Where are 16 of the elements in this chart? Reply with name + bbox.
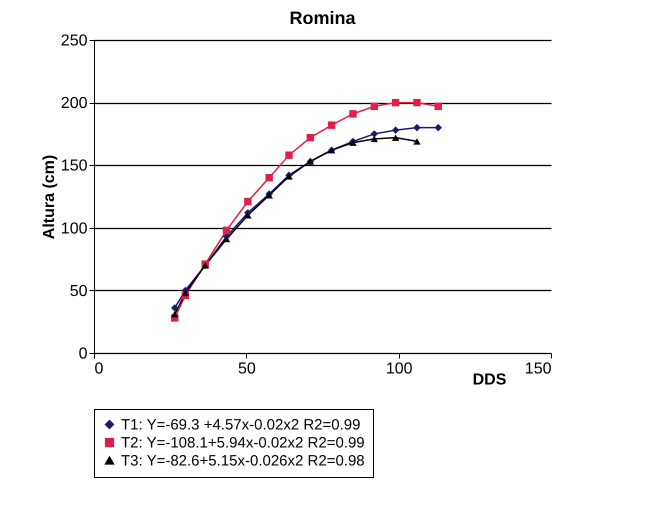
legend-label: T1: Y=-69.3 +4.57x-0.02x2 R2=0.99 xyxy=(121,416,360,434)
y-tick-label: 200 xyxy=(60,95,88,112)
y-tick-label: 50 xyxy=(70,282,88,300)
x-tick-label: 150 xyxy=(524,360,552,378)
y-tick-label: 100 xyxy=(60,220,88,238)
y-tick-label: 0 xyxy=(78,346,88,362)
x-tick-label: 100 xyxy=(386,360,413,378)
x-tick-label: 0 xyxy=(94,360,104,378)
legend-label: T2: Y=-108.1+5.94x-0.02x2 R2=0.99 xyxy=(121,434,365,452)
y-tick-label: 150 xyxy=(60,158,88,175)
y-axis-title: Altura (cm) xyxy=(40,154,58,240)
legend-label: T3: Y=-82.6+5.15x-0.026x2 R2=0.98 xyxy=(121,452,365,470)
y-tick-label: 250 xyxy=(60,32,88,50)
chart-title: Romina xyxy=(289,8,356,28)
x-axis-title: DDS xyxy=(472,372,507,388)
x-tick-label: 50 xyxy=(238,360,256,378)
